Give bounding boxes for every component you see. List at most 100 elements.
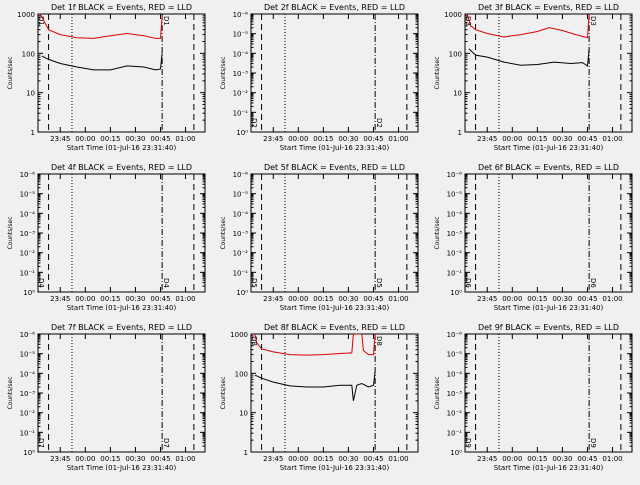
panel-7-ytick-label: 10⁻⁵ — [20, 351, 36, 359]
panel-9-xtick-label: 00:15 — [527, 455, 547, 463]
panel-1-ytick-label: 1 — [31, 129, 35, 137]
panel-8-xtick-label: 23:45 — [263, 455, 283, 463]
panel-3-marker-label: D3 — [464, 16, 472, 26]
panel-1-ytick-label: 1000 — [17, 11, 35, 19]
panel-4-ytick-label: 10⁻¹ — [20, 269, 36, 277]
panel-6-ytick-label: 10⁻¹ — [447, 269, 463, 277]
panel-5: Det 5f BLACK = Events, RED = LLD 10⁰ 10⁻¹ 1… — [220, 163, 419, 312]
panel-4-marker-label: D4 — [37, 278, 45, 288]
panel-3-title: Det 3f BLACK = Events, RED = LLD — [478, 3, 619, 12]
panel-6-ytick-label: 10⁻² — [447, 250, 463, 258]
panel-5-ytick-label: 10⁻³ — [233, 230, 249, 238]
panel-4-ytick-label: 10⁻⁶ — [20, 171, 36, 179]
panel-9-ytick-label: 10⁻³ — [447, 390, 463, 398]
panel-6-title: Det 6f BLACK = Events, RED = LLD — [478, 163, 619, 172]
panel-4-ytick-label: 10⁻² — [20, 250, 36, 258]
panel-7-xtick-label: 00:30 — [125, 455, 145, 463]
panel-8-xtick-label: 00:15 — [313, 455, 333, 463]
panel-1-xtick-label: 00:45 — [150, 135, 170, 143]
panel-3-ylabel: Counts/sec — [434, 56, 441, 89]
panel-2-ytick-label: 10⁻⁵ — [233, 31, 249, 39]
panel-1-frame — [37, 13, 206, 133]
panel-2-frame — [250, 13, 419, 133]
panel-5-ytick-label: 10⁻⁴ — [233, 210, 249, 218]
panel-6-ytick-label: 10⁻⁵ — [447, 191, 463, 199]
panel-9-ytick-label: 10⁻⁴ — [447, 370, 463, 378]
panel-7-xtick-label: 00:45 — [150, 455, 170, 463]
panel-3-series-2 — [468, 48, 590, 67]
panel-1-ytick-label: 10 — [26, 90, 35, 98]
panel-7-ytick-label: 10⁰ — [23, 449, 35, 457]
panel-8-xtick-label: 00:30 — [338, 455, 358, 463]
panel-6-ylabel: Counts/sec — [434, 216, 441, 249]
panel-6-frame — [464, 173, 633, 293]
panel-7-ytick-label: 10⁻² — [20, 410, 36, 418]
panel-8-ytick-label: 1 — [244, 449, 248, 457]
panel-8-ylabel: Counts/sec — [220, 376, 227, 409]
panel-9-xtick-label: 00:45 — [577, 455, 597, 463]
panel-2-marker-label: D2 — [375, 118, 383, 128]
panel-2-ytick-label: 10⁻⁴ — [233, 50, 249, 58]
panel-1-xlabel: Start Time (01-Jul-16 23:31:40) — [67, 144, 177, 152]
panel-2-ytick-label: 10⁻³ — [233, 70, 249, 78]
panel-4-xtick-label: 00:15 — [100, 295, 120, 303]
panel-6-xtick-label: 00:00 — [502, 295, 522, 303]
panel-1-series-1 — [39, 14, 163, 39]
panel-1-series-2 — [41, 53, 163, 71]
panel-6-ytick-label: 10⁻⁴ — [447, 210, 463, 218]
panel-9-xtick-label: 00:30 — [552, 455, 572, 463]
panel-8-marker-label: D8 — [375, 336, 383, 346]
panel-4-ytick-label: 10⁰ — [23, 289, 35, 297]
panel-7-ytick-label: 10⁻⁶ — [20, 331, 36, 339]
panel-5-ylabel: Counts/sec — [220, 216, 227, 249]
panel-1-xtick-label: 01:00 — [175, 135, 195, 143]
panel-2-ytick-label: 10⁻¹ — [233, 109, 249, 117]
panel-8-title: Det 8f BLACK = Events, RED = LLD — [264, 323, 405, 332]
panel-3-xlabel: Start Time (01-Jul-16 23:31:40) — [494, 144, 604, 152]
panel-4-title: Det 4f BLACK = Events, RED = LLD — [51, 163, 192, 172]
panel-5-ytick-label: 10⁻⁶ — [233, 171, 249, 179]
panel-2-xlabel: Start Time (01-Jul-16 23:31:40) — [280, 144, 390, 152]
panel-7-xtick-label: 01:00 — [175, 455, 195, 463]
panel-2-ylabel: Counts/sec — [220, 56, 227, 89]
panel-7-xlabel: Start Time (01-Jul-16 23:31:40) — [67, 464, 177, 472]
panel-1-marker-label: D1 — [37, 16, 45, 26]
panel-5-xtick-label: 00:15 — [313, 295, 333, 303]
panel-3-ytick-label: 100 — [449, 50, 462, 58]
panel-3-xtick-label: 00:30 — [552, 135, 572, 143]
panel-3-xtick-label: 00:00 — [502, 135, 522, 143]
panel-3-ytick-label: 1000 — [444, 11, 462, 19]
panel-9: Det 9f BLACK = Events, RED = LLD 10⁰ 10⁻¹ 1… — [434, 323, 633, 472]
panel-8-xtick-label: 01:00 — [388, 455, 408, 463]
panel-6-xtick-label: 00:15 — [527, 295, 547, 303]
panel-2-ytick-label: 10⁻² — [233, 90, 249, 98]
panel-5-xtick-label: 00:45 — [363, 295, 383, 303]
panel-3-ytick-label: 10 — [453, 90, 462, 98]
panel-5-marker-label: D5 — [375, 278, 383, 288]
panel-2-title: Det 2f BLACK = Events, RED = LLD — [264, 3, 405, 12]
panel-7-ytick-label: 10⁻¹ — [20, 429, 36, 437]
panel-4-xtick-label: 00:45 — [150, 295, 170, 303]
panel-7-title: Det 7f BLACK = Events, RED = LLD — [51, 323, 192, 332]
panel-1-xtick-label: 00:00 — [75, 135, 95, 143]
panel-2-ytick-label: 10⁰ — [236, 129, 248, 137]
panel-1-ylabel: Counts/sec — [7, 56, 14, 89]
panel-6-xlabel: Start Time (01-Jul-16 23:31:40) — [494, 304, 604, 312]
panel-6-marker-label: D6 — [464, 278, 472, 288]
panel-8-xtick-label: 00:45 — [363, 455, 383, 463]
panel-1-marker-label: D1 — [162, 16, 170, 26]
panel-2-marker-label: D2 — [250, 118, 258, 128]
panel-2-xtick-label: 00:30 — [338, 135, 358, 143]
panel-5-xtick-label: 00:00 — [288, 295, 308, 303]
panel-5-xtick-label: 01:00 — [388, 295, 408, 303]
panel-9-marker-label: D9 — [464, 438, 472, 448]
panel-8: Det 8f BLACK = Events, RED = LLD 1 10 100 10… — [220, 323, 419, 472]
panel-8-series-1 — [254, 334, 376, 356]
panel-3-xtick-label: 01:00 — [602, 135, 622, 143]
panel-7-frame — [37, 333, 206, 453]
panel-5-xtick-label: 00:30 — [338, 295, 358, 303]
panel-4-xlabel: Start Time (01-Jul-16 23:31:40) — [67, 304, 177, 312]
panel-2-xtick-label: 01:00 — [388, 135, 408, 143]
panel-4-xtick-label: 00:30 — [125, 295, 145, 303]
